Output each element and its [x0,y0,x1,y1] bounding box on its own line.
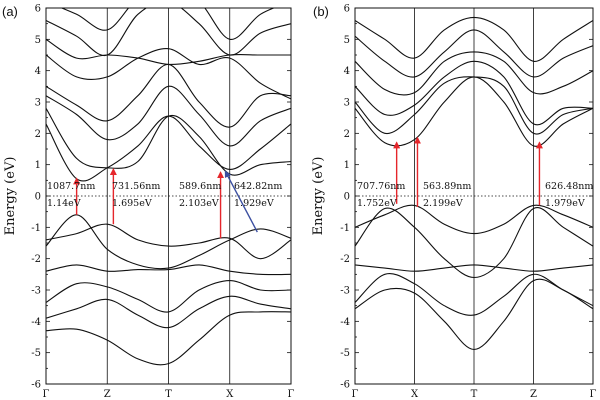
band-14 [60,8,276,40]
band-5 [355,204,593,235]
transition-wavelength-label: 707.76nm [357,181,405,192]
band-6 [46,223,291,260]
band-4 [46,264,291,276]
band-4 [355,207,593,279]
kpoint-label: T [165,389,172,400]
y-tick-label: -2 [31,254,41,265]
y-tick-label: 1 [35,160,41,171]
kpoint-label: Γ [43,389,50,400]
y-tick-label: 2 [35,129,41,140]
y-tick-label: -1 [31,223,41,234]
kpoint-label: Γ [590,389,597,400]
kpoint-label: T [471,389,478,400]
y-tick-label: 0 [35,192,41,203]
panel-label: (a) [2,4,18,19]
band-13 [46,8,291,57]
band-12 [46,38,291,66]
band-9 [46,85,291,147]
panel-b: (b) Energy (eV) -6 -5 -4 -3 -2 -1 0 1 2 3 4 5 6 Γ X T Z Γ 70… [311,4,597,400]
bands [46,8,291,366]
band-5 [46,214,291,270]
y-tick-label: -6 [340,380,350,391]
y-tick-label: 3 [35,98,41,109]
transition-wavelength-label: 563.89nm [423,181,471,192]
y-tick-label: -1 [340,223,350,234]
transition-wavelength-label: 642.82nm [234,181,282,192]
y-tick-label: 5 [35,35,41,46]
kpoint-label: Z [530,389,537,400]
y-axis-title: Energy (eV) [311,157,326,236]
kpoint-label: X [411,389,419,400]
transition-wavelength-label: 626.48nm [545,181,593,192]
y-tick-label: 6 [35,4,41,15]
band-1 [355,278,593,351]
band-1 [46,311,291,366]
y-tick-label: -4 [340,317,350,328]
transition-energy-label: 1.979eV [545,198,585,209]
band-7 [355,76,593,135]
transition-energy-label: 1.695eV [112,198,152,209]
kpoint-label: X [226,389,234,400]
transition-energy-label: 1.929eV [234,198,274,209]
y-tick-label: 3 [344,98,350,109]
band-2 [46,295,291,329]
kpoint-label: Z [104,389,111,400]
band-2 [355,273,593,316]
transition-energy-label: 2.199eV [423,198,463,209]
band-3 [355,264,593,272]
y-tick-label: -3 [31,286,41,297]
y-tick-label: -2 [340,254,350,265]
transition-energy-label: 1.752eV [357,198,397,209]
transition-wavelength-label: 731.56nm [112,181,160,192]
transition-wavelength-label: 1087.7nm [47,181,95,192]
kpoint-label: Γ [352,389,359,400]
y-axis-title: Energy (eV) [3,157,18,236]
band-11 [46,48,291,100]
y-tick-label: -5 [31,348,41,359]
y-tick-label: -5 [340,348,350,359]
y-tick-label: 5 [344,35,350,46]
transition-energy-label: 2.103eV [179,198,219,209]
y-tick-label: -6 [31,380,41,391]
y-tick-label: 0 [344,192,350,203]
y-tick-label: 4 [344,66,350,77]
panel-a: (a) Energy (eV) -6 -5 -4 -3 -2 -1 0 1 2 3 4 5 6 Γ Z T X Γ 10… [2,4,295,400]
y-tick-label: 1 [344,160,350,171]
transition-wavelength-label: 589.6nm [179,181,221,192]
band-3 [46,280,291,313]
panel-label: (b) [313,4,329,19]
band-8 [355,60,593,126]
kpoint-label: Γ [288,389,295,400]
transition-arrow [224,170,258,233]
y-tick-label: 6 [344,4,350,15]
y-tick-label: -3 [340,286,350,297]
y-tick-label: 2 [344,129,350,140]
y-tick-label: -4 [31,317,41,328]
band-9 [355,51,593,96]
y-tick-label: 4 [35,66,41,77]
band-8 [46,108,291,176]
transition-energy-label: 1.14eV [47,198,81,209]
band-10 [355,29,593,78]
band-11 [355,16,593,62]
